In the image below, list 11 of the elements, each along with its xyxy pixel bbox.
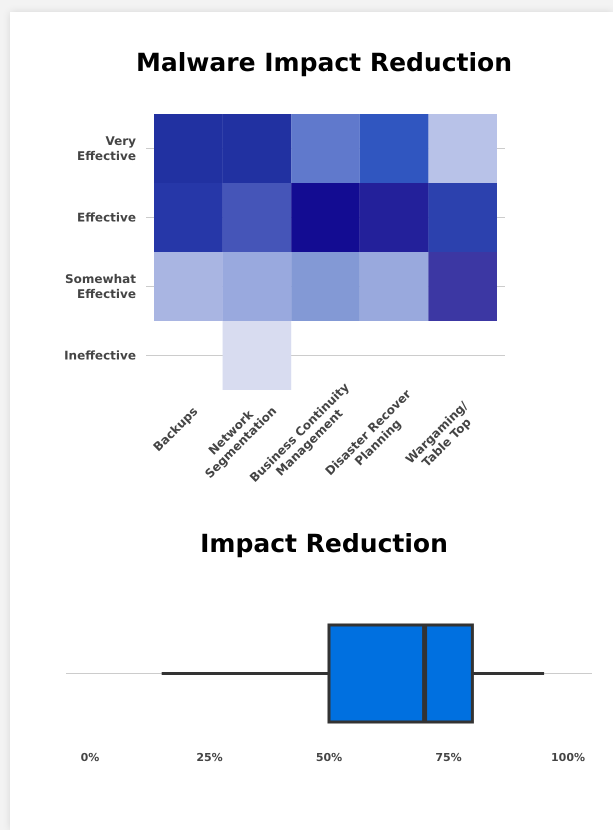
x-tick-label: 100%: [551, 750, 585, 764]
x-tick-label: 75%: [435, 750, 462, 764]
category-label: Ineffective: [64, 348, 136, 362]
category-label: Somewhat Effective: [65, 272, 136, 301]
category-label: Very Effective: [77, 134, 136, 163]
chart-title: Impact Reduction: [200, 529, 448, 558]
category-label: Effective: [77, 210, 136, 224]
x-tick-label: 0%: [80, 750, 100, 764]
text: Malware Impact Reduction: [136, 48, 512, 77]
x-tick-label: 50%: [316, 750, 342, 764]
x-tick-label: 25%: [196, 750, 223, 764]
